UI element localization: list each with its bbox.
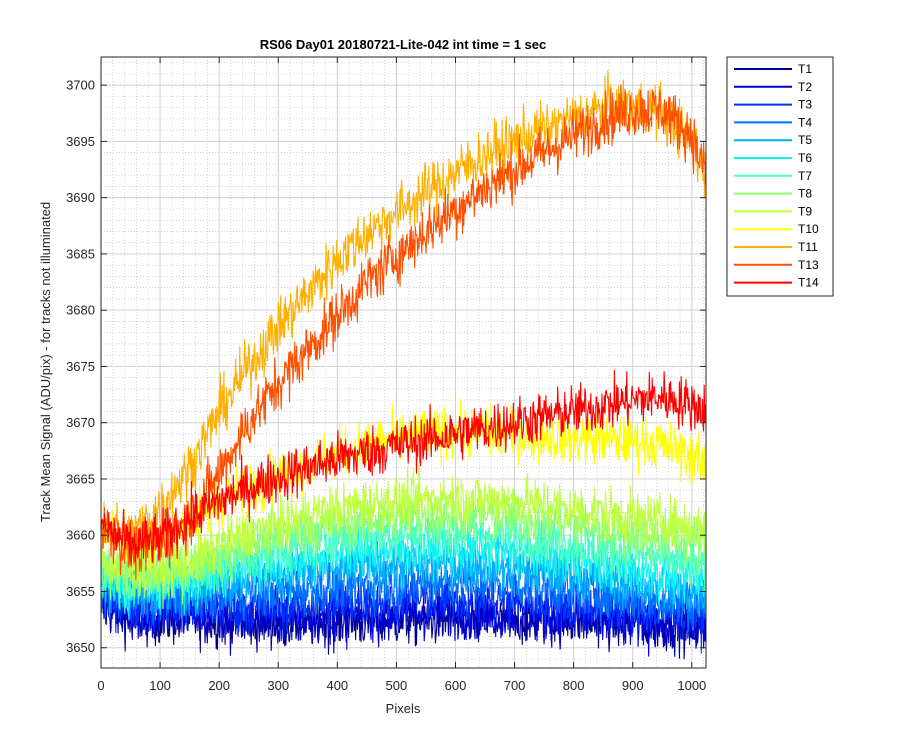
legend-label-t9: T9 [798, 204, 812, 218]
y-axis-label: Track Mean Signal (ADU/pix) - for tracks… [38, 202, 53, 522]
legend-label-t5: T5 [798, 133, 812, 147]
x-tick-label: 1000 [677, 678, 706, 693]
y-tick-label: 3685 [66, 246, 95, 261]
legend-label-t7: T7 [798, 169, 812, 183]
x-tick-label: 200 [208, 678, 230, 693]
y-tick-label: 3690 [66, 190, 95, 205]
chart-title: RS06 Day01 20180721-Lite-042 int time = … [260, 37, 547, 52]
legend-label-t4: T4 [798, 115, 812, 129]
x-tick-label: 500 [386, 678, 408, 693]
x-tick-label: 400 [326, 678, 348, 693]
legend-label-t13: T13 [798, 258, 819, 272]
y-tick-label: 3665 [66, 471, 95, 486]
y-tick-label: 3660 [66, 528, 95, 543]
legend-label-t11: T11 [798, 240, 818, 254]
series-lines [101, 70, 706, 660]
x-tick-label: 800 [563, 678, 585, 693]
y-tick-label: 3655 [66, 584, 95, 599]
series-line-t14 [101, 369, 706, 566]
x-tick-label: 300 [267, 678, 289, 693]
x-axis-label: Pixels [386, 701, 421, 716]
series-line-t9 [101, 465, 706, 610]
series-line-t5 [101, 532, 706, 621]
legend-label-t6: T6 [798, 151, 812, 165]
y-tick-label: 3680 [66, 303, 95, 318]
plot-frame [100, 56, 707, 669]
y-tick-label: 3700 [66, 78, 95, 93]
x-tick-label: 100 [149, 678, 171, 693]
x-tick-label: 700 [504, 678, 526, 693]
series-line-t8 [101, 484, 706, 605]
y-tick-label: 3670 [66, 415, 95, 430]
legend-label-t2: T2 [798, 80, 812, 94]
axis-ticks [100, 57, 706, 668]
series-line-t3 [101, 558, 706, 654]
x-tick-label: 0 [97, 678, 104, 693]
x-tick-label: 600 [445, 678, 467, 693]
y-tick-label: 3695 [66, 134, 95, 149]
legend-label-t8: T8 [798, 187, 812, 201]
x-tick-label: 900 [622, 678, 644, 693]
y-tick-labels: 3650 3655 3660 3665 3670 3675 3680 3685 3690 3695… [66, 78, 95, 656]
legend-label-t10: T10 [798, 222, 819, 236]
legend-label-t14: T14 [798, 276, 819, 290]
y-tick-label: 3650 [66, 640, 95, 655]
legend: T1 T2 T3 T4 T5 T6 T7 T8 T9 T10 T11 T13 T14 [726, 56, 834, 297]
legend-label-t1: T1 [798, 62, 812, 76]
series-line-t11 [101, 70, 706, 558]
x-tick-labels: 0 100 200 300 400 500 600 700 800 900 1000 [97, 678, 706, 693]
y-tick-label: 3675 [66, 359, 95, 374]
legend-label-t3: T3 [798, 98, 812, 112]
